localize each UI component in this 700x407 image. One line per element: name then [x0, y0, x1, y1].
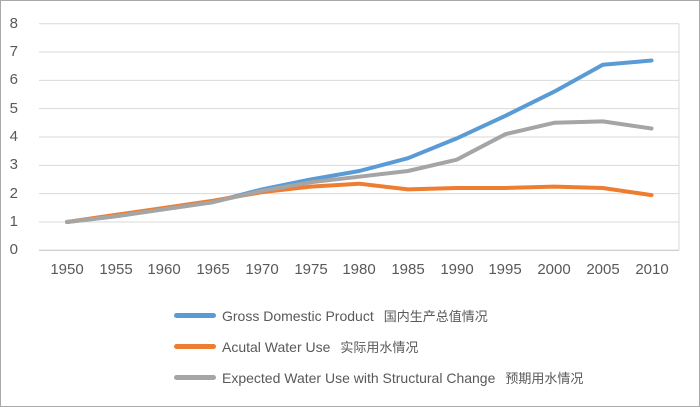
legend-row-expected-water-use: Expected Water Use with Structural Chang… — [174, 367, 583, 388]
x-axis-label-2005: 2005 — [586, 261, 620, 278]
legend-row-actual-water-use: Acutal Water Use 实际用水情况 — [174, 336, 583, 357]
legend-row-gdp: Gross Domestic Product 国内生产总值情况 — [174, 305, 583, 326]
y-axis-label-1: 1 — [9, 213, 18, 230]
legend: Gross Domestic Product 国内生产总值情况 Acutal W… — [174, 305, 583, 388]
legend-label-gdp: Gross Domestic Product — [222, 307, 374, 324]
y-axis-label-8: 8 — [9, 14, 18, 32]
x-axis-label-2000: 2000 — [537, 261, 571, 278]
y-axis-label-6: 6 — [9, 71, 18, 89]
actual-water-use-line-swatch — [174, 344, 216, 349]
x-axis-label-1970: 1970 — [245, 261, 279, 278]
x-axis-label-1990: 1990 — [440, 261, 474, 278]
x-axis-label-1955: 1955 — [99, 261, 133, 278]
y-axis-label-5: 5 — [9, 99, 18, 117]
x-axis-label-1980: 1980 — [342, 261, 376, 278]
x-axis-label-2010: 2010 — [635, 261, 669, 278]
x-axis-label-1960: 1960 — [147, 261, 181, 278]
expected-water-use-line — [65, 119, 654, 224]
x-axis-label-1975: 1975 — [294, 261, 328, 278]
expected-water-use-line-swatch — [174, 375, 216, 380]
y-axis-label-3: 3 — [9, 156, 18, 174]
legend-label-actual-water-use-zh: 实际用水情况 — [340, 340, 419, 355]
gdp-line — [65, 58, 654, 224]
legend-label-gdp-zh: 国内生产总值情况 — [383, 309, 488, 324]
y-axis-label-2: 2 — [9, 184, 18, 202]
x-axis-label-1985: 1985 — [391, 261, 425, 278]
actual-water-use-line — [65, 181, 654, 224]
x-axis-label-1995: 1995 — [488, 261, 522, 278]
y-axis-label-0: 0 — [9, 241, 18, 259]
legend-label-actual-water-use: Acutal Water Use — [222, 338, 331, 355]
y-axis-label-4: 4 — [9, 128, 18, 145]
y-axis-label-7: 7 — [9, 43, 18, 60]
x-axis-label-1965: 1965 — [196, 261, 230, 278]
legend-label-expected-water-use: Expected Water Use with Structural Chang… — [222, 369, 496, 386]
x-axis-label-1950: 1950 — [50, 261, 84, 278]
legend-label-expected-water-use-zh: 预期用水情况 — [505, 371, 584, 386]
gdp-line-swatch — [174, 313, 216, 318]
